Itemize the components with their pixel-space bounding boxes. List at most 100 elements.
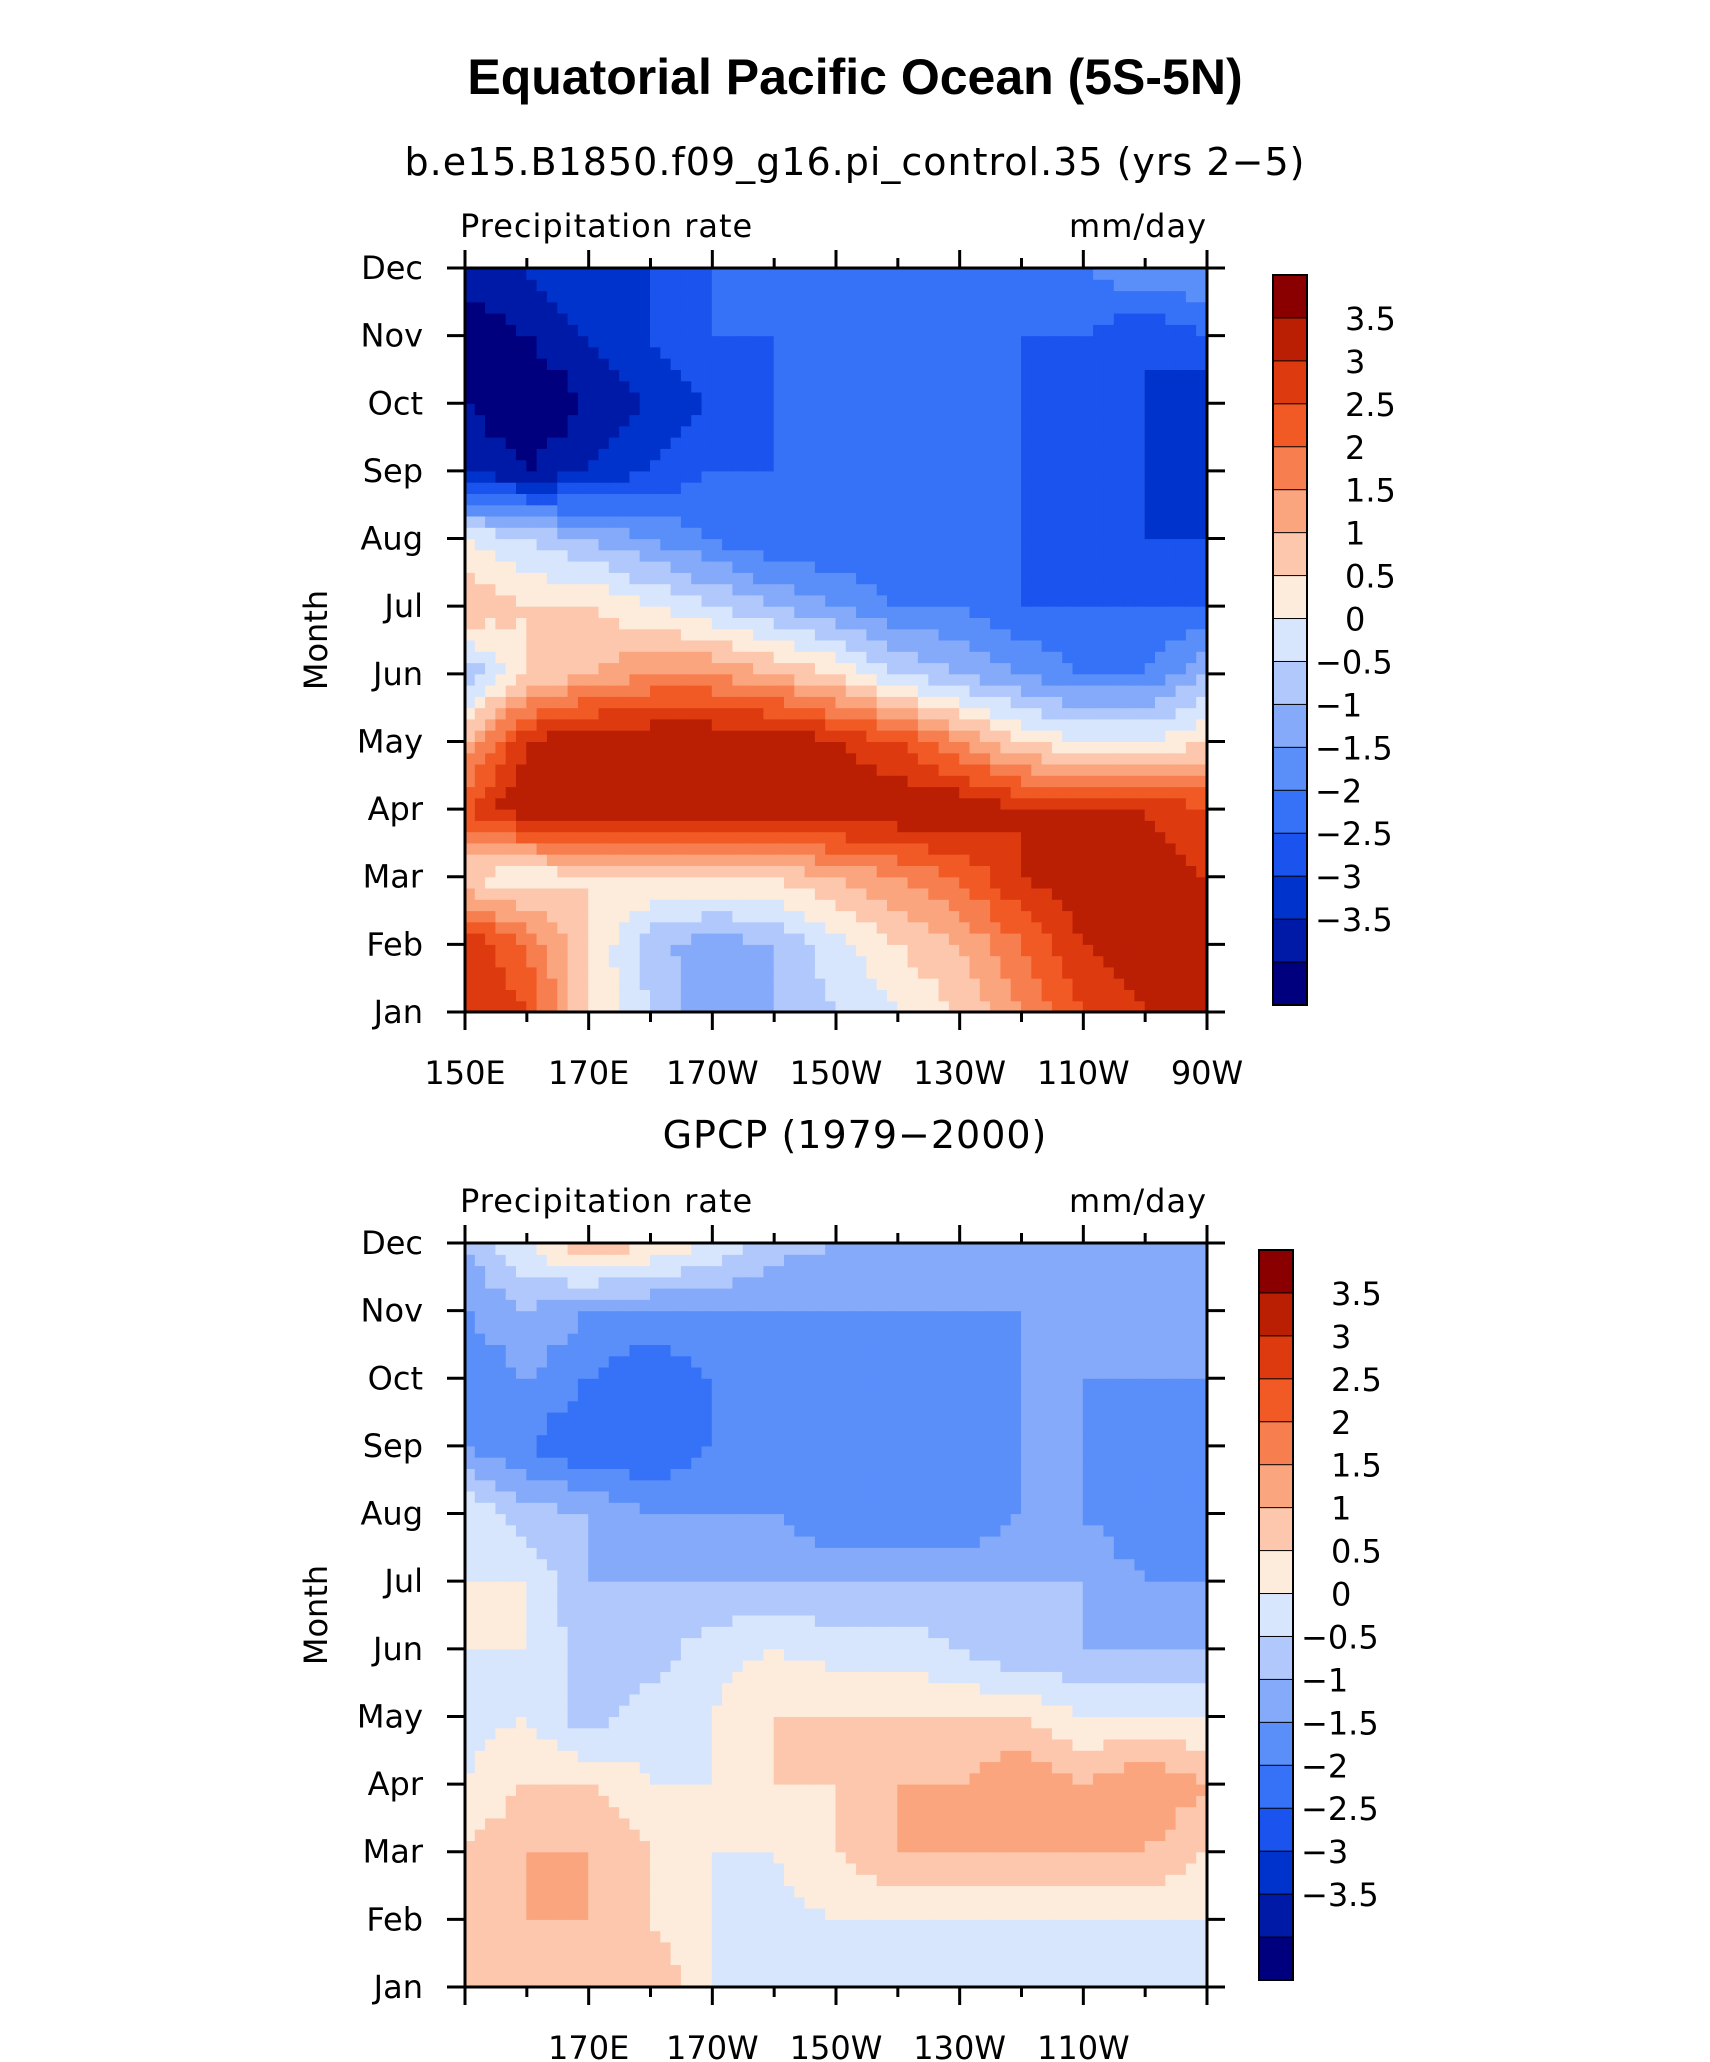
- heatmap-cell: [990, 707, 1002, 720]
- heatmap-cell: [1021, 436, 1033, 449]
- heatmap-cell: [1196, 436, 1207, 449]
- heatmap-cell: [1134, 752, 1146, 765]
- heatmap-cell: [1185, 707, 1198, 720]
- heatmap-cell: [711, 402, 724, 416]
- heatmap-cell: [907, 662, 919, 675]
- heatmap-cell: [897, 650, 909, 664]
- heatmap-cell: [1051, 718, 1064, 731]
- heatmap-cell: [948, 402, 961, 416]
- heatmap-cell: [495, 707, 507, 720]
- heatmap-cell: [1217, 1034, 1228, 1046]
- heatmap-cell: [1072, 662, 1084, 675]
- heatmap-cell: [434, 504, 445, 516]
- heatmap-cell: [516, 741, 528, 754]
- heatmap-cell: [814, 493, 827, 506]
- heatmap-cell: [1175, 1000, 1187, 1012]
- heatmap-cell: [526, 617, 538, 630]
- heatmap-cell: [495, 504, 507, 517]
- heatmap-cell: [691, 752, 703, 765]
- heatmap-cell: [732, 447, 744, 461]
- heatmap-cell: [753, 538, 765, 551]
- heatmap-cell: [948, 335, 961, 348]
- heatmap-cell: [917, 921, 930, 934]
- heatmap-cell: [1062, 684, 1074, 697]
- heatmap-cell: [784, 1034, 795, 1046]
- heatmap-cell: [794, 447, 806, 461]
- heatmap-cell: [639, 560, 651, 573]
- heatmap-cell: [546, 910, 559, 923]
- heatmap-cell: [1042, 1023, 1053, 1035]
- heatmap-cell: [1175, 549, 1187, 562]
- heatmap-cell: [711, 977, 724, 990]
- heatmap-cell: [1000, 729, 1012, 742]
- heatmap-cell: [1021, 741, 1033, 754]
- heatmap-cell: [1165, 695, 1177, 709]
- heatmap-cell: [773, 425, 785, 438]
- heatmap-cell: [701, 391, 713, 404]
- heatmap-cell: [763, 357, 775, 370]
- panel2-subtitle: GPCP (1979−2000): [662, 1113, 1048, 1157]
- heatmap-cell: [608, 774, 621, 788]
- heatmap-cell: [1134, 797, 1146, 810]
- heatmap-cell: [949, 1034, 960, 1046]
- heatmap-cell: [825, 977, 837, 990]
- heatmap-cell: [742, 684, 755, 697]
- heatmap-cell: [1155, 741, 1167, 754]
- heatmap-cell: [711, 932, 724, 945]
- heatmap-cell: [897, 729, 909, 742]
- heatmap-cell: [1051, 1000, 1064, 1012]
- heatmap-cell: [1196, 560, 1207, 573]
- heatmap-cell: [959, 887, 971, 900]
- heatmap-cell: [660, 312, 672, 325]
- heatmap-cell: [505, 977, 517, 990]
- heatmap-cell: [639, 617, 651, 630]
- heatmap-cell: [1062, 515, 1074, 528]
- heatmap-cell: [1031, 1000, 1043, 1012]
- heatmap-cell: [742, 955, 755, 968]
- heatmap-cell: [876, 301, 888, 314]
- heatmap-cell: [495, 921, 507, 934]
- heatmap-cell: [948, 628, 961, 641]
- heatmap-cell: [959, 323, 971, 337]
- heatmap-cell: [434, 437, 445, 449]
- heatmap-cell: [1000, 639, 1012, 652]
- heatmap-cell: [1196, 571, 1207, 585]
- heatmap-cell: [794, 583, 806, 596]
- heatmap-cell: [650, 594, 662, 607]
- heatmap-cell: [845, 312, 858, 325]
- heatmap-cell: [577, 436, 590, 449]
- heatmap-cell: [526, 786, 538, 799]
- heatmap-cell: [856, 323, 868, 337]
- heatmap-cell: [907, 481, 919, 494]
- heatmap-cell: [536, 808, 548, 821]
- heatmap-cell: [732, 1034, 743, 1046]
- heatmap-cell: [660, 380, 672, 393]
- heatmap-cell: [804, 470, 816, 483]
- heatmap-cell: [804, 797, 816, 810]
- heatmap-cell: [1093, 989, 1105, 1002]
- heatmap-cell: [444, 820, 455, 832]
- heatmap-cell: [969, 865, 981, 878]
- heatmap-cell: [1134, 447, 1146, 461]
- heatmap-cell: [1082, 583, 1095, 596]
- heatmap-cell: [536, 786, 548, 799]
- heatmap-cell: [1103, 876, 1115, 889]
- heatmap-cell: [1010, 560, 1022, 573]
- heatmap-cell: [711, 380, 724, 393]
- heatmap-cell: [1217, 899, 1228, 911]
- heatmap-cell: [629, 526, 641, 540]
- heatmap-cell: [742, 571, 755, 585]
- heatmap-cell: [588, 402, 600, 416]
- heatmap-cell: [876, 819, 888, 833]
- heatmap-cell: [639, 515, 651, 528]
- heatmap-cell: [639, 741, 651, 754]
- heatmap-cell: [516, 989, 528, 1002]
- heatmap-cell: [753, 819, 765, 833]
- heatmap-cell: [876, 538, 888, 551]
- heatmap-cell: [1227, 448, 1238, 460]
- heatmap-cell: [825, 594, 837, 607]
- heatmap-cell: [763, 335, 775, 348]
- heatmap-cell: [1062, 831, 1074, 844]
- heatmap-cell: [516, 414, 528, 427]
- heatmap-cell: [608, 526, 621, 540]
